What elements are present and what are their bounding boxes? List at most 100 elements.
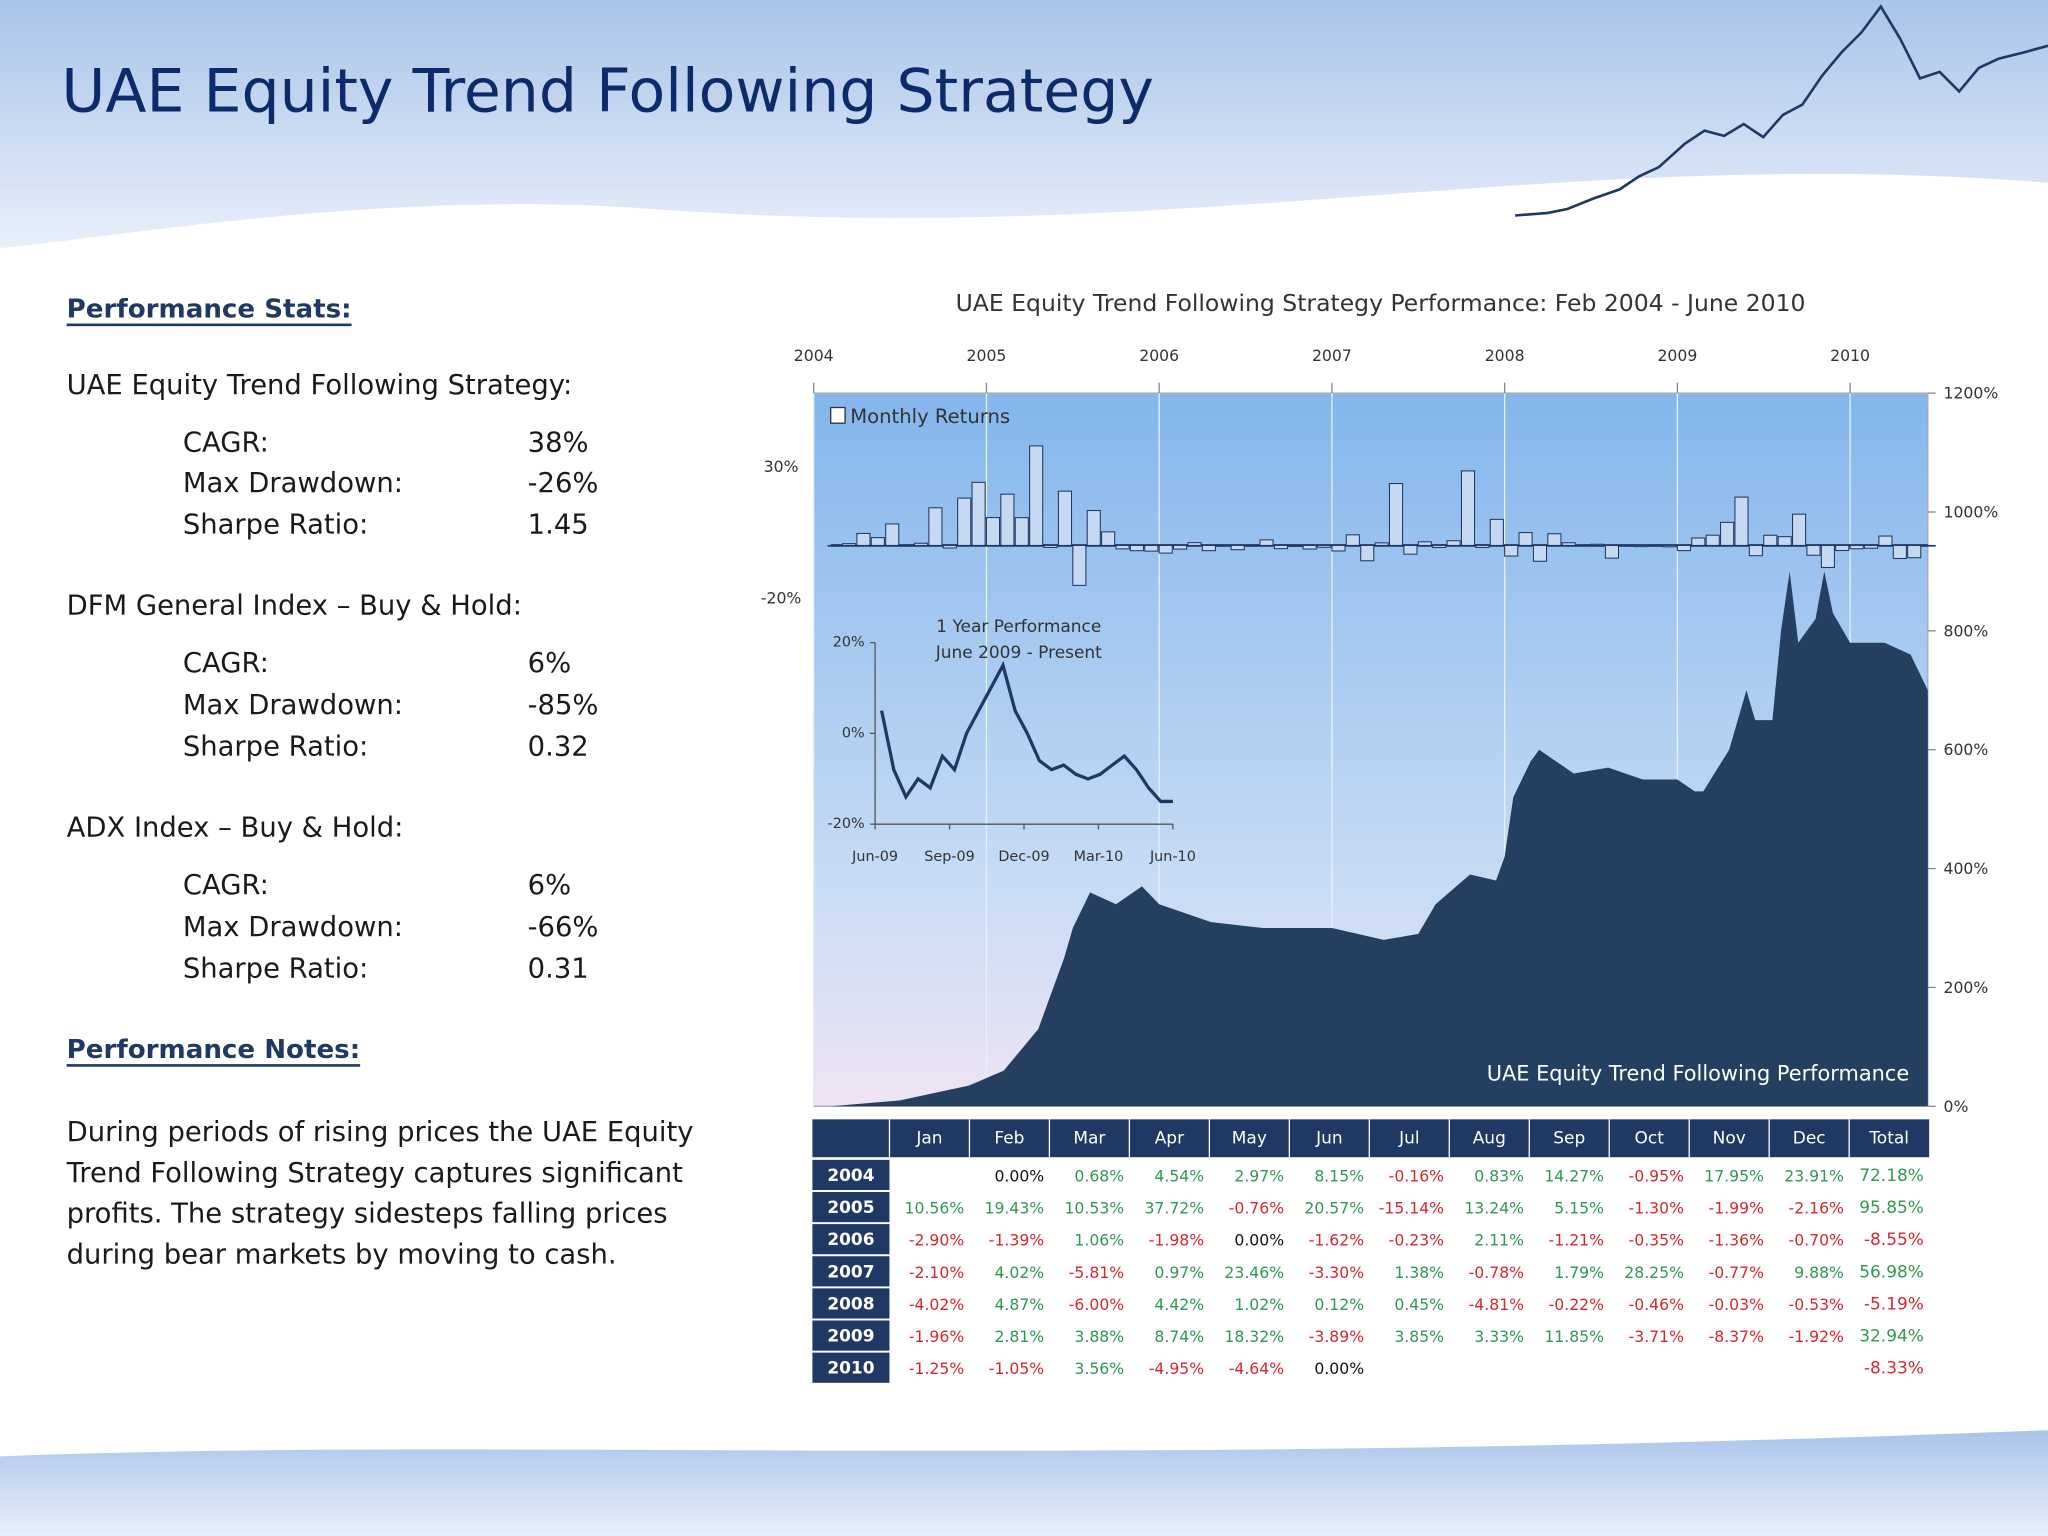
monthly-bar <box>1432 544 1447 549</box>
table-cell: 23.46% <box>1224 1263 1284 1282</box>
year-cell <box>812 1320 890 1351</box>
stat-value: -85% <box>528 690 599 721</box>
table-cell: 0.83% <box>1474 1166 1524 1185</box>
monthly-bar <box>1273 544 1288 550</box>
table-header: Nov <box>1713 1128 1746 1148</box>
monthly-bar <box>985 517 1001 546</box>
table-cell: 0.97% <box>1154 1263 1204 1282</box>
monthly-bar <box>1489 518 1504 546</box>
table-cell: 0.00% <box>1314 1359 1364 1378</box>
bar-tick-label: 30% <box>764 457 799 476</box>
stat-label: CAGR: <box>183 870 269 901</box>
stat-label: CAGR: <box>183 427 269 458</box>
monthly-bar <box>1705 534 1720 546</box>
table-cell: 19.43% <box>984 1199 1044 1218</box>
table-cell: -2.10% <box>909 1263 965 1282</box>
monthly-bar <box>1360 544 1375 562</box>
table-cell: -3.30% <box>1309 1263 1365 1282</box>
table-cell: -1.39% <box>989 1231 1045 1250</box>
x-tick-label: 2008 <box>1485 346 1525 365</box>
monthly-bar <box>1676 544 1691 552</box>
monthly-bar <box>1547 533 1562 546</box>
table-cell: -0.76% <box>1229 1199 1285 1218</box>
table-header: Feb <box>994 1128 1024 1148</box>
inset-x-tick-label: Sep-09 <box>924 849 975 865</box>
monthly-bar <box>1288 544 1303 547</box>
monthly-bar <box>1504 544 1519 557</box>
table-cell: 3.88% <box>1074 1327 1124 1346</box>
monthly-bar <box>1763 534 1778 546</box>
monthly-bar <box>1446 540 1461 546</box>
table-cell: -1.25% <box>909 1359 965 1378</box>
table-cell: -0.03% <box>1709 1295 1765 1314</box>
year-cell <box>812 1191 890 1223</box>
note-line: During periods of rising prices the UAE … <box>67 1117 694 1148</box>
inset-x-tick-label: Mar-10 <box>1074 849 1124 865</box>
monthly-bar <box>1648 544 1663 547</box>
monthly-bar <box>856 532 871 546</box>
strategy-name: ADX Index – Buy & Hold: <box>67 813 404 844</box>
monthly-bar <box>1633 544 1648 548</box>
monthly-bar <box>1734 496 1749 546</box>
year-label: 2006 <box>827 1230 874 1250</box>
monthly-bar <box>1720 521 1735 546</box>
table-cell: 37.72% <box>1144 1199 1204 1218</box>
monthly-bar <box>1331 544 1346 552</box>
strategy-name: UAE Equity Trend Following Strategy: <box>67 370 573 401</box>
table-cell: 3.85% <box>1394 1327 1444 1346</box>
monthly-bar <box>1561 542 1576 546</box>
inset-x-tick-label: Dec-09 <box>998 849 1049 865</box>
y2-tick-label: 800% <box>1944 621 1989 640</box>
table-cell: -0.78% <box>1469 1263 1525 1282</box>
monthly-bar <box>1792 513 1807 546</box>
table-header: Oct <box>1635 1128 1665 1148</box>
table-cell: 56.98% <box>1859 1262 1924 1282</box>
table-cell: 1.06% <box>1074 1231 1124 1250</box>
inset-y-tick-label: -20% <box>828 816 865 832</box>
monthly-bar <box>928 507 943 546</box>
table-cell: -0.23% <box>1389 1231 1445 1250</box>
table-cell: -1.98% <box>1149 1231 1205 1250</box>
table-cell: 0.68% <box>1074 1166 1124 1185</box>
monthly-bar <box>1863 544 1879 549</box>
table-header: Jan <box>915 1128 942 1148</box>
x-tick-label: 2004 <box>794 346 834 365</box>
stat-label: Sharpe Ratio: <box>183 510 368 541</box>
stat-value: 0.31 <box>528 954 589 985</box>
stat-value: 0.32 <box>528 732 589 763</box>
monthly-bar <box>1835 544 1850 552</box>
monthly-bar <box>1806 544 1821 556</box>
inset-title: June 2009 - Present <box>935 643 1102 663</box>
table-header: Sep <box>1553 1128 1585 1148</box>
monthly-bar <box>1619 544 1634 547</box>
monthly-bar <box>1072 544 1087 586</box>
chart-title: UAE Equity Trend Following Strategy Perf… <box>956 289 1806 317</box>
stat-value: 1.45 <box>528 510 589 541</box>
table-cell: 0.00% <box>1234 1231 1284 1250</box>
monthly-bar <box>1777 536 1792 546</box>
monthly-bar <box>1158 544 1173 554</box>
legend-swatch <box>830 406 846 424</box>
table-header: Jul <box>1398 1128 1419 1148</box>
table-cell: 14.27% <box>1544 1166 1604 1185</box>
monthly-bar <box>1014 517 1029 546</box>
table-cell: -0.22% <box>1549 1295 1605 1314</box>
footer-band <box>0 1430 2048 1536</box>
table-cell: -0.35% <box>1629 1231 1685 1250</box>
monthly-bar <box>841 543 857 546</box>
monthly-bar <box>1417 541 1432 546</box>
year-cell <box>812 1159 890 1191</box>
table-cell: 23.91% <box>1784 1166 1844 1185</box>
table-header: Dec <box>1793 1128 1826 1148</box>
table-cell: -0.46% <box>1629 1295 1685 1314</box>
note-line: Trend Following Strategy captures signif… <box>66 1158 684 1189</box>
stat-label: Sharpe Ratio: <box>183 954 368 985</box>
stat-value: 6% <box>528 870 571 901</box>
stat-label: Max Drawdown: <box>183 468 403 499</box>
monthly-bar <box>913 542 929 546</box>
year-cell <box>812 1256 890 1287</box>
table-cell: -0.16% <box>1389 1166 1445 1185</box>
monthly-bar <box>1748 544 1763 557</box>
table-cell: 8.15% <box>1314 1166 1364 1185</box>
